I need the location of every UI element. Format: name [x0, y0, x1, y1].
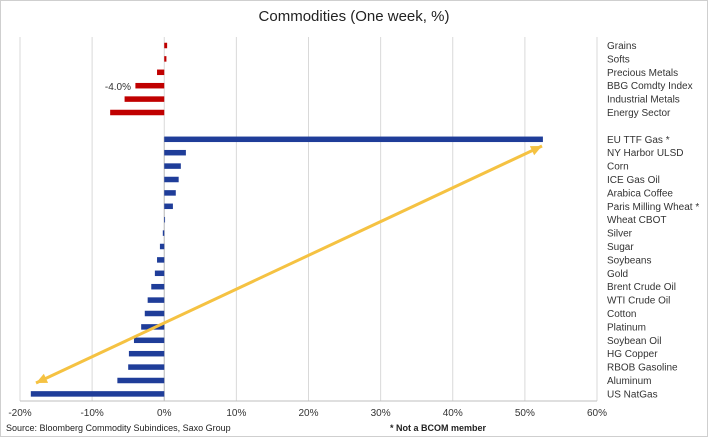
bar-arabica-coffee	[164, 190, 176, 196]
arrowhead-down	[36, 373, 49, 383]
category-label-precious-metals: Precious Metals	[607, 68, 678, 79]
x-axis-ticks: -20% -10% 0% 10% 20% 30% 40% 50% 60%	[8, 408, 607, 419]
bar-wti-crude-oil	[147, 297, 165, 303]
bar-industrial-metals	[124, 96, 165, 102]
trend-arrows	[35, 144, 543, 385]
footnote: * Not a BCOM member	[390, 423, 487, 433]
bar-energy-sector	[110, 109, 165, 116]
bar-us-natgas	[30, 391, 165, 397]
category-label-cotton: Cotton	[607, 309, 636, 320]
bars	[30, 42, 543, 397]
x-tick-label: 40%	[443, 408, 463, 419]
bar-hg-copper	[128, 350, 165, 357]
chart-title: Commodities (One week, %)	[259, 8, 450, 25]
category-label-soybeans: Soybeans	[607, 255, 651, 266]
bar-brent-crude-oil	[151, 283, 165, 290]
bar-soybean-oil	[133, 337, 165, 344]
x-tick-label: 0%	[157, 408, 172, 419]
source-note: Source: Bloomberg Commodity Subindices, …	[6, 423, 231, 433]
data-label-bbg-comdty-index: -4.0%	[105, 82, 131, 93]
x-tick-label: 30%	[371, 408, 391, 419]
bar-sugar	[159, 243, 165, 250]
gridlines	[19, 37, 598, 402]
category-label-aluminum: Aluminum	[607, 376, 651, 387]
category-label-soybean-oil: Soybean Oil	[607, 336, 661, 347]
category-label-gold: Gold	[607, 269, 628, 280]
x-tick-label: -20%	[8, 408, 31, 419]
x-tick-label: -10%	[80, 408, 103, 419]
x-tick-label: 10%	[226, 408, 246, 419]
x-tick-label: 50%	[515, 408, 535, 419]
category-label-platinum: Platinum	[607, 322, 646, 333]
bar-softs	[164, 56, 167, 62]
category-label-arabica-coffee: Arabica Coffee	[607, 188, 673, 199]
x-tick-label: 60%	[587, 408, 607, 419]
bar-corn	[164, 163, 181, 169]
x-tick-label: 20%	[298, 408, 318, 419]
bar-gold	[154, 270, 165, 277]
category-label-ice-gas-oil: ICE Gas Oil	[607, 175, 660, 186]
category-labels: Grains Softs Precious Metals BBG Comdty Ind…	[607, 41, 699, 400]
category-label-rbob-gasoline: RBOB Gasoline	[607, 363, 678, 374]
arrow-line	[35, 144, 543, 385]
category-label-sugar: Sugar	[607, 242, 634, 253]
bar-wheat-cbot	[164, 216, 166, 223]
bar-aluminum	[117, 377, 165, 384]
category-label-energy-sector: Energy Sector	[607, 108, 671, 119]
bar-bbg-comdty-index	[135, 82, 165, 89]
bar-ice-gas-oil	[164, 176, 179, 183]
category-label-brent-crude-oil: Brent Crude Oil	[607, 282, 676, 293]
category-label-grains: Grains	[607, 41, 636, 52]
category-label-industrial-metals: Industrial Metals	[607, 95, 680, 106]
category-label-paris-milling-wheat: Paris Milling Wheat *	[607, 202, 699, 213]
category-label-wti-crude-oil: WTI Crude Oil	[607, 296, 670, 307]
bar-eu-ttf-gas	[164, 136, 543, 143]
category-label-wheat-cbot: Wheat CBOT	[607, 215, 666, 226]
bar-rbob-gasoline	[128, 364, 165, 370]
category-label-ny-harbor-ulsd: NY Harbor ULSD	[607, 148, 684, 159]
category-label-bbg-comdty-index: BBG Comdty Index	[607, 81, 693, 92]
bar-silver	[162, 230, 165, 236]
bar-soybeans	[157, 257, 165, 263]
category-label-eu-ttf-gas: EU TTF Gas *	[607, 135, 670, 146]
bar-paris-milling-wheat	[164, 203, 173, 210]
category-label-softs: Softs	[607, 54, 630, 65]
bar-ny-harbor-ulsd	[164, 149, 186, 156]
bar-cotton	[144, 310, 165, 317]
arrowhead-up	[529, 146, 542, 156]
category-label-us-natgas: US NatGas	[607, 389, 658, 400]
bar-grains	[164, 42, 168, 49]
bar-precious-metals	[157, 69, 165, 76]
category-label-silver: Silver	[607, 229, 633, 240]
category-label-hg-copper: HG Copper	[607, 349, 658, 360]
category-label-corn: Corn	[607, 162, 629, 173]
